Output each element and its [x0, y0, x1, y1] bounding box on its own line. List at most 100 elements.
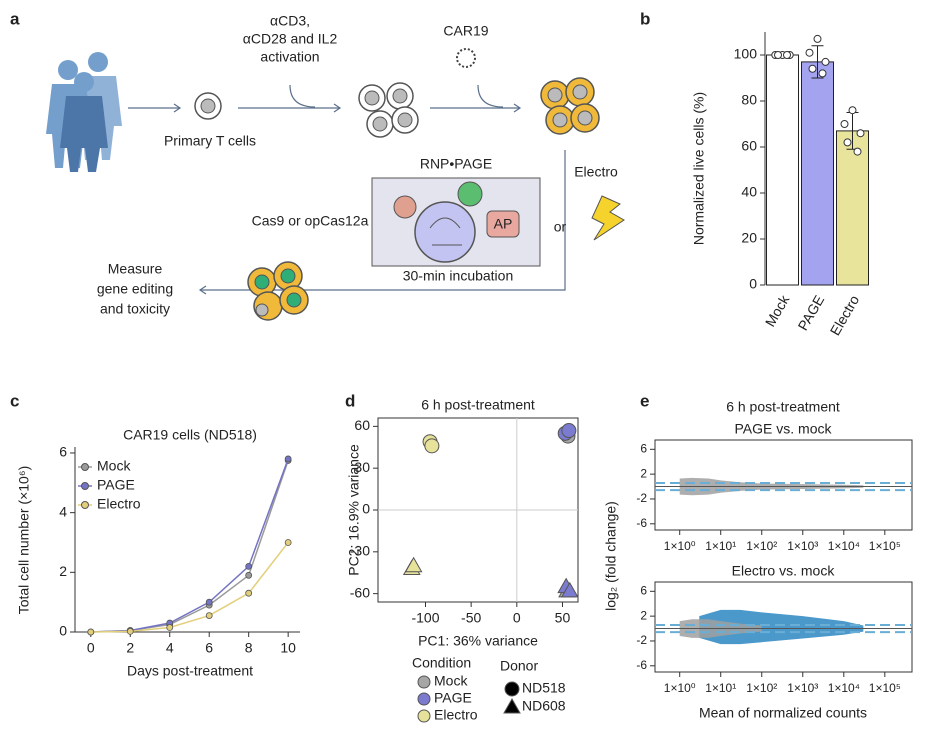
y-tick-label: -6	[636, 658, 647, 672]
x-tick-label: 1×10⁰	[664, 539, 696, 553]
y-tick-label: 2	[640, 608, 647, 622]
legend-marker	[81, 463, 89, 471]
bar	[836, 130, 869, 286]
people-icon	[46, 52, 122, 172]
cells	[194, 48, 600, 321]
y-tick-label: 60	[354, 417, 370, 433]
y-tick-label: 6	[640, 441, 647, 455]
x-tick-label: 4	[166, 640, 174, 656]
y-tick-label: -30	[350, 543, 370, 559]
y-tick-label: 0	[59, 623, 67, 639]
diagram-text: αCD28 and IL2	[243, 31, 338, 47]
marker	[245, 571, 253, 579]
x-tick-label: 2	[126, 640, 134, 656]
x-tick-label: 1×10³	[787, 681, 818, 695]
x-tick-label: 1×10²	[746, 539, 777, 553]
plot-frame	[654, 439, 913, 531]
marker	[245, 589, 253, 597]
panel-a: a	[10, 9, 625, 321]
data-point	[504, 681, 520, 697]
data-point	[840, 120, 849, 128]
x-tick-label: 1×10⁴	[828, 539, 860, 553]
chart-title: CAR19 cells (ND518)	[123, 427, 257, 443]
x-tick-label: 0	[87, 640, 95, 656]
data-point	[560, 581, 579, 598]
legend-marker	[417, 675, 431, 689]
panel-label: d	[345, 391, 355, 410]
y-tick-label: 40	[741, 184, 757, 200]
diagram-text: Electro	[574, 164, 618, 180]
x-axis-label: Mean of normalized counts	[699, 705, 867, 721]
diagram-text: Primary T cells	[164, 133, 256, 149]
x-tick-label: -50	[461, 610, 481, 626]
y-tick-label: 80	[741, 92, 757, 108]
bar	[766, 54, 799, 286]
marker	[87, 628, 95, 636]
data-point	[843, 138, 852, 147]
marker	[205, 598, 213, 606]
data-point	[774, 51, 782, 59]
y-tick-label: -60	[350, 584, 370, 600]
axes	[74, 447, 300, 633]
y-tick-label: 100	[734, 46, 758, 62]
y-axis-label: Normalized live cells (%)	[691, 92, 707, 245]
data-point	[561, 423, 577, 439]
x-tick-label: PAGE	[795, 292, 828, 333]
x-axis-label: PC1: 36% variance	[418, 633, 538, 649]
y-tick-label: -2	[636, 633, 647, 647]
lightning-icon	[591, 195, 625, 241]
legend-label: Mock	[434, 673, 468, 689]
diagram-text: αCD3,	[270, 13, 310, 29]
rnp-page-box	[371, 177, 541, 267]
diagram-text: gene editing	[97, 281, 173, 297]
marker	[126, 628, 134, 635]
legend-title: Condition	[412, 655, 471, 671]
data-point	[404, 556, 423, 573]
legend-label: ND608	[522, 698, 566, 714]
diagram-text: Measure	[108, 261, 163, 277]
legend-label: Electro	[97, 496, 141, 512]
data-point	[808, 64, 817, 73]
diagram-text: RNP•PAGE	[420, 156, 492, 172]
y-tick-label: 30	[354, 459, 370, 475]
diagram-text: or	[554, 219, 567, 235]
arrows	[128, 84, 566, 295]
x-tick-label: 6	[205, 640, 213, 656]
x-tick-label: Mock	[762, 291, 793, 329]
y-tick-label: 60	[741, 138, 757, 154]
x-tick-label: 1×10⁵	[869, 539, 901, 553]
x-tick-label: 1×10⁴	[828, 681, 860, 695]
y-tick-label: -6	[636, 516, 647, 530]
data-point	[856, 129, 865, 138]
diagram-text: AP	[494, 216, 513, 232]
y-axis-label: PC2: 16.9% variance	[346, 444, 362, 576]
diagram-text: 30-min incubation	[403, 268, 514, 284]
marker	[284, 539, 292, 546]
marker	[284, 455, 292, 463]
panel-label: b	[640, 9, 650, 28]
data-point	[853, 147, 862, 156]
x-tick-label: Electro	[827, 292, 863, 338]
data-point	[783, 51, 791, 59]
x-tick-label: 0	[513, 610, 521, 626]
x-tick-label: -100	[411, 610, 439, 626]
y-axis-label: log₂ (fold change)	[603, 501, 619, 611]
x-tick-label: 1×10¹	[705, 539, 736, 553]
legend-title: Donor	[500, 658, 538, 674]
x-tick-label: 1×10⁵	[869, 681, 901, 695]
data-point	[805, 48, 814, 57]
plot-frame	[654, 581, 913, 673]
y-tick-label: 2	[59, 563, 67, 579]
data-point	[424, 438, 440, 454]
diagram-text: and toxicity	[100, 301, 170, 317]
data-point	[813, 34, 822, 43]
x-tick-label: 1×10¹	[705, 681, 736, 695]
x-tick-label: 1×10⁰	[664, 681, 696, 695]
diagram-text: activation	[260, 49, 319, 65]
panel-label: a	[10, 9, 20, 28]
legend-label: PAGE	[434, 690, 472, 706]
legend-marker	[417, 692, 431, 706]
legend-label: ND518	[522, 680, 566, 696]
data-point	[848, 106, 857, 115]
y-axis-label: Total cell number (×10⁶)	[16, 466, 32, 615]
